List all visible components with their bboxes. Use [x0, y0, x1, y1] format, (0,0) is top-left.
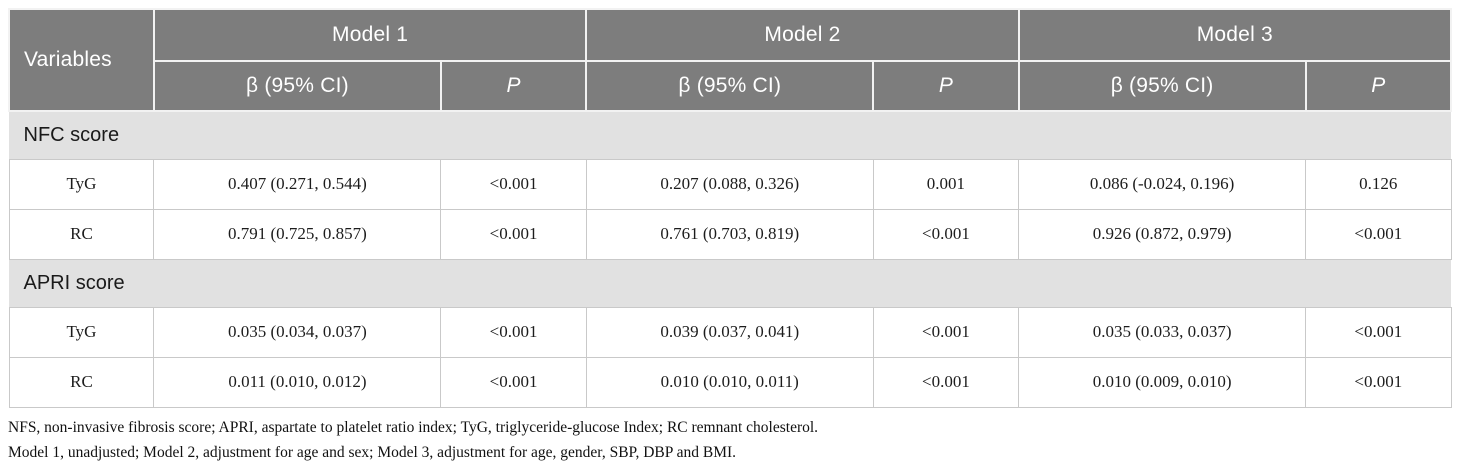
- table-body: NFC score TyG 0.407 (0.271, 0.544) <0.00…: [8, 110, 1452, 408]
- cell-apri-rc-m3-beta: 0.010 (0.009, 0.010): [1018, 356, 1307, 408]
- regression-results-table: Variables Model 1 Model 2 Model 3 β (95%…: [8, 8, 1453, 408]
- row-label: TyG: [8, 306, 155, 358]
- cell-nfc-tyg-m3-beta: 0.086 (-0.024, 0.196): [1018, 158, 1307, 210]
- table-footnotes: NFS, non-invasive fibrosis score; APRI, …: [8, 415, 1452, 465]
- cell-nfc-tyg-m2-p: 0.001: [872, 158, 1020, 210]
- footnote-model-definitions: Model 1, unadjusted; Model 2, adjustment…: [8, 443, 737, 461]
- cell-nfc-tyg-m1-beta: 0.407 (0.271, 0.544): [153, 158, 442, 210]
- cell-apri-tyg-m2-p: <0.001: [872, 306, 1020, 358]
- model-2-p-header: P: [872, 60, 1020, 112]
- section-title: NFC score: [9, 110, 1451, 160]
- cell-nfc-rc-m2-p: <0.001: [872, 208, 1020, 260]
- cell-nfc-tyg-m3-p: 0.126: [1305, 158, 1452, 210]
- cell-apri-tyg-m1-p: <0.001: [440, 306, 587, 358]
- model-3-p-header: P: [1304, 60, 1453, 112]
- model-3-beta-header: β (95% CI): [1017, 60, 1307, 112]
- table-header: Variables Model 1 Model 2 Model 3 β (95%…: [8, 8, 1453, 112]
- cell-nfc-tyg-m1-p: <0.001: [440, 158, 587, 210]
- cell-apri-rc-m1-beta: 0.011 (0.010, 0.012): [153, 356, 442, 408]
- cell-nfc-rc-m2-beta: 0.761 (0.703, 0.819): [585, 208, 874, 260]
- model-2-header: Model 2: [585, 8, 1020, 62]
- row-label: TyG: [8, 158, 155, 210]
- model-1-header: Model 1: [152, 8, 588, 62]
- cell-nfc-rc-m1-beta: 0.791 (0.725, 0.857): [153, 208, 442, 260]
- table-row-nfc-tyg: TyG 0.407 (0.271, 0.544) <0.001 0.207 (0…: [8, 158, 1452, 210]
- variables-header: Variables: [8, 8, 155, 112]
- cell-nfc-rc-m3-p: <0.001: [1305, 208, 1452, 260]
- cell-apri-tyg-m3-p: <0.001: [1305, 306, 1452, 358]
- model-2-beta-header: β (95% CI): [585, 60, 875, 112]
- cell-apri-rc-m3-p: <0.001: [1305, 356, 1452, 408]
- table-row-apri-tyg: TyG 0.035 (0.034, 0.037) <0.001 0.039 (0…: [8, 306, 1452, 358]
- table-row-nfc-rc: RC 0.791 (0.725, 0.857) <0.001 0.761 (0.…: [8, 208, 1452, 260]
- cell-apri-tyg-m1-beta: 0.035 (0.034, 0.037): [153, 306, 442, 358]
- section-apri-score: APRI score: [9, 258, 1451, 308]
- model-1-p-header: P: [439, 60, 588, 112]
- cell-nfc-rc-m1-p: <0.001: [440, 208, 587, 260]
- cell-apri-tyg-m3-beta: 0.035 (0.033, 0.037): [1018, 306, 1307, 358]
- row-label: RC: [8, 356, 155, 408]
- section-title: APRI score: [9, 258, 1451, 308]
- cell-apri-tyg-m2-beta: 0.039 (0.037, 0.041): [585, 306, 874, 358]
- cell-nfc-tyg-m2-beta: 0.207 (0.088, 0.326): [585, 158, 874, 210]
- row-label: RC: [8, 208, 155, 260]
- cell-nfc-rc-m3-beta: 0.926 (0.872, 0.979): [1018, 208, 1307, 260]
- footnote-abbreviations: NFS, non-invasive fibrosis score; APRI, …: [8, 418, 819, 436]
- cell-apri-rc-m2-beta: 0.010 (0.010, 0.011): [585, 356, 874, 408]
- cell-apri-rc-m2-p: <0.001: [872, 356, 1020, 408]
- section-nfc-score: NFC score: [9, 110, 1451, 160]
- cell-apri-rc-m1-p: <0.001: [440, 356, 587, 408]
- model-3-header: Model 3: [1017, 8, 1453, 62]
- model-1-beta-header: β (95% CI): [152, 60, 442, 112]
- table-row-apri-rc: RC 0.011 (0.010, 0.012) <0.001 0.010 (0.…: [8, 356, 1452, 408]
